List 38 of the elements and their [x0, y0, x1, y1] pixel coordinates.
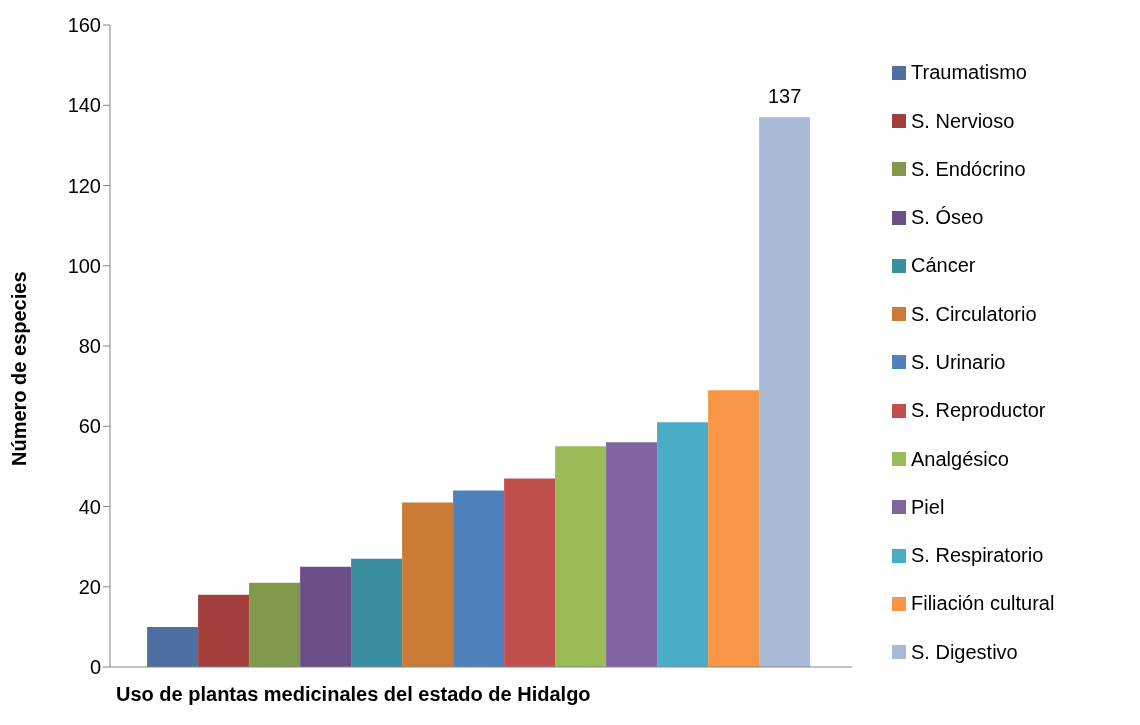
legend-label: S. Reproductor: [911, 399, 1046, 423]
y-tick-label: 40: [78, 495, 101, 518]
y-tick-label: 140: [67, 94, 101, 117]
y-axis-title: Número de especies: [8, 271, 31, 466]
bar: [708, 390, 760, 667]
legend-label: Cáncer: [911, 254, 976, 278]
y-tick-label: 0: [89, 656, 101, 679]
x-axis-title: Uso de plantas medicinales del estado de Hidalgo: [116, 683, 591, 705]
bar: [198, 594, 250, 667]
bar: [555, 446, 607, 667]
data-label: 137: [767, 85, 802, 108]
bar: [300, 566, 352, 667]
bar: [402, 502, 454, 667]
bar: [657, 422, 709, 667]
bar: [759, 117, 811, 667]
y-tick-label: 160: [67, 14, 101, 37]
bar: [351, 558, 403, 667]
legend-label: S. Digestivo: [911, 640, 1018, 664]
bar: [453, 490, 505, 667]
bar: [249, 582, 301, 667]
bar: [147, 626, 199, 667]
legend-label: S. Circulatorio: [911, 302, 1037, 326]
y-tick-label: 120: [67, 174, 101, 197]
y-tick-label: 100: [67, 254, 101, 277]
legend-label: S. Respiratorio: [911, 544, 1044, 568]
legend-label: Analgésico: [911, 447, 1009, 471]
legend-label: Traumatismo: [911, 61, 1027, 85]
bar: [504, 478, 556, 667]
bar: [606, 442, 658, 667]
legend-label: S. Nervioso: [911, 109, 1015, 133]
y-tick-label: 20: [78, 575, 101, 598]
legend-label: S. Urinario: [911, 350, 1006, 374]
y-tick-label: 60: [78, 415, 101, 438]
legend-label: Piel: [911, 495, 945, 519]
legend-label: S. Óseo: [911, 206, 984, 230]
y-tick-label: 80: [78, 335, 101, 358]
legend-label: Filiación cultural: [911, 592, 1055, 616]
legend-label: S. Endócrino: [911, 157, 1026, 181]
